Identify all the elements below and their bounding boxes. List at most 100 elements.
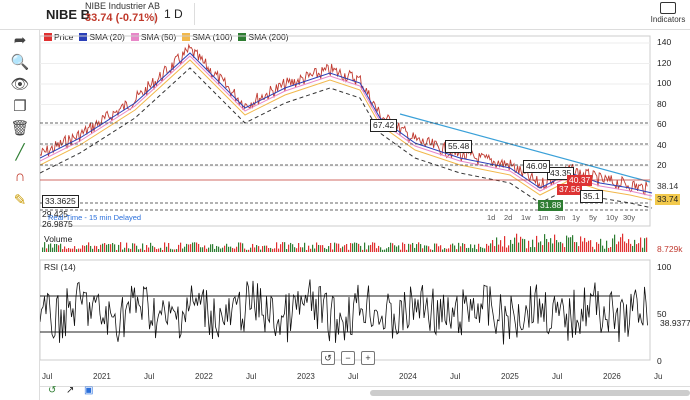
volume-bar [602, 245, 604, 252]
ticker-symbol[interactable]: NIBE B [46, 7, 91, 22]
period-button-10y[interactable]: 10y [606, 213, 619, 222]
volume-bar [120, 242, 122, 252]
volume-bar [282, 242, 284, 252]
volume-bar [450, 244, 452, 252]
volume-bar [352, 243, 354, 252]
legend-item[interactable]: Price [44, 32, 73, 42]
volume-bar [176, 249, 178, 252]
trash-icon[interactable]: 🗑 [10, 120, 30, 137]
volume-bar [50, 243, 52, 252]
volume-bar [586, 242, 588, 252]
volume-bar [250, 247, 252, 252]
zoom-out-button[interactable]: − [341, 351, 355, 365]
volume-bar [554, 234, 556, 252]
volume-bar [248, 249, 250, 252]
volume-bar [180, 242, 182, 252]
volume-bar [48, 244, 50, 252]
annotation-label: 31.88 [538, 200, 564, 211]
legend-item[interactable]: SMA (100) [182, 32, 232, 42]
volume-bar [636, 244, 638, 252]
volume-bar [286, 249, 288, 252]
volume-bar [256, 245, 258, 252]
volume-bar [580, 236, 582, 252]
period-button-1m[interactable]: 1m [538, 213, 549, 222]
volume-bar [320, 245, 322, 252]
volume-bar [218, 246, 220, 252]
volume-bar [594, 249, 596, 252]
volume-bar [422, 248, 424, 252]
volume-bar [510, 239, 512, 252]
legend-item[interactable]: SMA (200) [238, 32, 289, 42]
volume-bar [106, 244, 108, 252]
price-chart[interactable] [40, 30, 690, 386]
period-button-2d[interactable]: 2d [504, 213, 513, 222]
trendline-icon[interactable]: ╱ [15, 144, 25, 161]
volume-bar [152, 245, 154, 252]
volume-bar [198, 243, 200, 252]
link-icon[interactable]: ↗ [66, 385, 75, 396]
volume-bar [124, 247, 126, 252]
volume-bar [268, 248, 270, 252]
period-button-1w[interactable]: 1w [521, 213, 531, 222]
volume-bar [264, 245, 266, 252]
pencil-icon[interactable]: ✎ [13, 192, 27, 209]
volume-bar [584, 237, 586, 252]
period-button-3m[interactable]: 3m [555, 213, 566, 222]
volume-bar [470, 244, 472, 252]
volume-bar [482, 247, 484, 252]
x-axis-label: 2023 [297, 372, 315, 381]
interval-selector[interactable]: 1 D [164, 7, 183, 21]
volume-bar [172, 249, 174, 252]
period-button-1d[interactable]: 1d [487, 213, 496, 222]
indicators-button[interactable]: Indicators [648, 2, 688, 24]
volume-bar [642, 247, 644, 252]
sma-price-tag: 38.14 [657, 181, 679, 191]
volume-bar [108, 243, 110, 252]
volume-bar [526, 248, 528, 252]
rsi-axis-label: 0 [657, 356, 662, 366]
volume-bar [574, 241, 576, 252]
volume-bar [236, 246, 238, 252]
volume-bar [60, 243, 62, 252]
annotation-label: 67.42 [370, 119, 398, 132]
volume-bar [464, 243, 466, 252]
share-icon[interactable]: ↺ [48, 385, 57, 396]
zoom-search-icon[interactable]: 🔍 [10, 54, 30, 71]
volume-bar [438, 246, 440, 252]
volume-bar [66, 248, 68, 252]
volume-bar [138, 249, 140, 252]
volume-bar [274, 248, 276, 252]
volume-bar [322, 245, 324, 252]
volume-bar [614, 234, 616, 252]
legend-swatch [79, 33, 88, 41]
magnet-icon[interactable]: ∩ [14, 168, 26, 185]
zoom-in-button[interactable]: + [361, 351, 375, 365]
legend-item[interactable]: SMA (50) [130, 32, 176, 42]
period-button-30y[interactable]: 30y [623, 213, 636, 222]
period-button-5y[interactable]: 5y [589, 213, 597, 222]
annotation-label: 29.425 [42, 209, 68, 219]
fullscreen-icon[interactable]: ▣ [84, 385, 94, 396]
cursor-icon[interactable]: ➦ [13, 32, 27, 49]
period-button-1y[interactable]: 1y [572, 213, 580, 222]
volume-bar [118, 244, 120, 252]
eye-icon[interactable]: 👁 [10, 76, 30, 93]
volume-bar [306, 249, 308, 252]
time-scrollbar[interactable] [370, 390, 690, 396]
x-axis-label: Ju [654, 372, 663, 381]
volume-bar [400, 249, 402, 252]
volume-bar [52, 247, 54, 252]
copy-icon[interactable]: ❐ [13, 98, 27, 115]
volume-bar [164, 242, 166, 252]
volume-bar [408, 243, 410, 252]
volume-bar [592, 246, 594, 252]
rsi-value: 38.9377 [660, 318, 690, 328]
legend-item[interactable]: SMA (20) [79, 32, 125, 42]
volume-bar [254, 247, 256, 252]
volume-value: 8.729k [657, 244, 683, 254]
volume-bar [452, 243, 454, 252]
reset-zoom-button[interactable]: ↺ [321, 351, 335, 365]
volume-bar [330, 242, 332, 252]
volume-bar [462, 243, 464, 252]
volume-bar [370, 244, 372, 252]
